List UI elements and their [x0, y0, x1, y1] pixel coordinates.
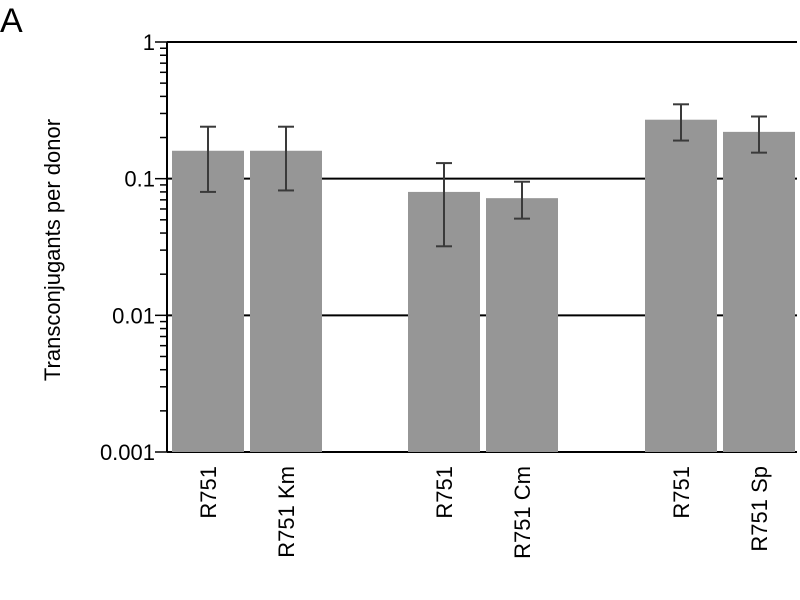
bar: [250, 150, 322, 452]
x-tick-label: R751 Km: [274, 466, 299, 558]
bar: [723, 131, 795, 452]
bars: [172, 119, 795, 452]
x-tick-label: R751: [196, 466, 221, 519]
panel-label: A: [0, 2, 23, 40]
bar: [172, 150, 244, 452]
y-axis-title: Transconjugants per donor: [40, 119, 65, 381]
bar: [645, 119, 717, 452]
y-tick-label: 0.01: [112, 303, 155, 328]
y-tick-label: 0.1: [124, 167, 155, 192]
x-tick-label: R751 Cm: [510, 466, 535, 559]
y-tick-label: 0.001: [100, 440, 155, 465]
x-tick-labels: R751 R751 Km R751 R751 Cm R751 R751 Sp: [196, 466, 772, 559]
x-tick-label: R751 Sp: [747, 466, 772, 552]
bar: [486, 198, 558, 452]
y-tick-labels: 1 0.1 0.01 0.001: [100, 30, 155, 465]
y-tick-label: 1: [143, 30, 155, 55]
error-bars: [200, 103, 767, 248]
x-tick-label: R751: [432, 466, 457, 519]
y-axis: [155, 41, 168, 453]
x-tick-label: R751: [669, 466, 694, 519]
